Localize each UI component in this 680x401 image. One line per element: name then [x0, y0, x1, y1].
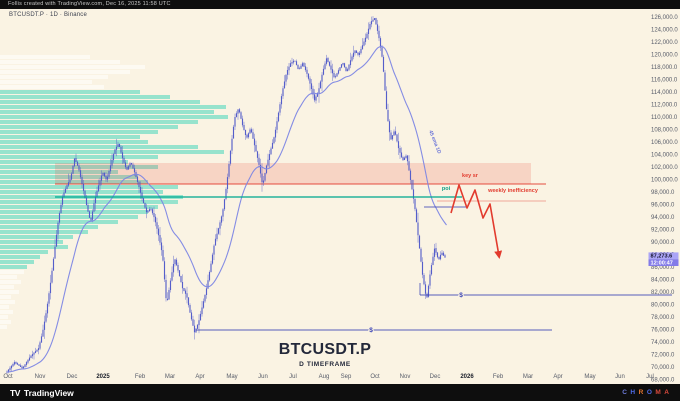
svg-text:74,000.0: 74,000.0: [651, 340, 675, 346]
svg-text:poi: poi: [442, 186, 451, 192]
price-scale[interactable]: 126,000.0 124,000.0 122,000.0 120,000.0 118,…: [651, 15, 678, 384]
svg-text:2026: 2026: [460, 374, 474, 380]
svg-text:$: $: [459, 292, 463, 299]
svg-text:Feb: Feb: [135, 374, 146, 380]
watermark-symbol-title: BTCUSDT.P: [278, 341, 372, 358]
svg-text:May: May: [584, 374, 595, 380]
watermark-letter: C: [622, 389, 628, 396]
watermark-letter: M: [655, 389, 662, 396]
svg-text:weekly inefficiency: weekly inefficiency: [487, 188, 539, 194]
svg-text:Dec: Dec: [430, 374, 441, 380]
svg-text:72,000.0: 72,000.0: [651, 353, 675, 359]
svg-text:78,000.0: 78,000.0: [651, 315, 675, 321]
svg-text:Sep: Sep: [341, 374, 352, 380]
svg-text:68,000.0: 68,000.0: [651, 378, 675, 384]
snapshot-note: Follis created with TradingView.com, Dec…: [8, 1, 171, 7]
svg-text:70,000.0: 70,000.0: [651, 365, 675, 371]
volume-profile: [0, 55, 228, 329]
svg-text:118,000.0: 118,000.0: [651, 65, 678, 71]
svg-text:80,000.0: 80,000.0: [651, 303, 675, 309]
tradingview-brand-name: TradingView: [23, 387, 74, 398]
svg-text:120,000.0: 120,000.0: [651, 53, 678, 59]
svg-text:110,000.0: 110,000.0: [651, 115, 678, 121]
svg-text:Dec: Dec: [67, 374, 78, 380]
svg-text:Oct: Oct: [3, 374, 13, 380]
svg-text:98,000.0: 98,000.0: [651, 190, 675, 196]
watermark-letter: O: [646, 389, 653, 396]
symbol-legend[interactable]: BTCUSDT.P · 1D · Binance: [9, 12, 88, 18]
svg-text:Apr: Apr: [553, 374, 562, 380]
watermark-letter: A: [664, 389, 670, 396]
svg-text:108,000.0: 108,000.0: [651, 128, 678, 134]
svg-text:Jul: Jul: [289, 374, 297, 380]
svg-text:102,000.0: 102,000.0: [651, 165, 678, 171]
watermark-timeframe: D TIMEFRAME: [299, 361, 351, 368]
svg-text:May: May: [226, 374, 237, 380]
svg-text:Apr: Apr: [195, 374, 204, 380]
svg-text:Jun: Jun: [615, 374, 625, 380]
svg-text:2025: 2025: [96, 374, 110, 380]
svg-text:87,273.6: 87,273.6: [651, 254, 673, 260]
svg-text:Oct: Oct: [370, 374, 380, 380]
svg-text:90,000.0: 90,000.0: [651, 240, 675, 246]
svg-text:104,000.0: 104,000.0: [651, 153, 678, 159]
svg-text:Mar: Mar: [523, 374, 533, 380]
svg-text:Jun: Jun: [258, 374, 268, 380]
svg-text:122,000.0: 122,000.0: [651, 40, 678, 46]
svg-text:Nov: Nov: [35, 374, 46, 380]
svg-text:126,000.0: 126,000.0: [651, 15, 678, 21]
svg-text:124,000.0: 124,000.0: [651, 28, 678, 34]
watermark-letter: H: [630, 389, 637, 396]
svg-text:92,000.0: 92,000.0: [651, 228, 675, 234]
svg-text:86,000.0: 86,000.0: [651, 265, 675, 271]
svg-text:key sr: key sr: [462, 173, 479, 179]
watermark-letter: R: [638, 389, 645, 396]
svg-text:Feb: Feb: [493, 374, 504, 380]
svg-text:112,000.0: 112,000.0: [651, 103, 678, 109]
svg-text:Jul: Jul: [646, 374, 654, 380]
svg-text:116,000.0: 116,000.0: [651, 78, 678, 84]
svg-text:12:00:47: 12:00:47: [651, 260, 673, 266]
ema-line: [7, 45, 447, 373]
svg-text:45 ema 1D: 45 ema 1D: [427, 130, 442, 156]
tradingview-logo-icon: TV: [10, 387, 20, 398]
snapshot-header-bar: Follis created with TradingView.com, Dec…: [0, 0, 680, 9]
svg-text:Nov: Nov: [400, 374, 411, 380]
projection-arrow[interactable]: [450, 184, 503, 259]
time-scale[interactable]: Oct Nov Dec 2025 Feb Mar Apr May Jun Jul Aug Sep Oct…: [3, 374, 654, 380]
svg-text:Aug: Aug: [319, 374, 330, 380]
svg-text:106,000.0: 106,000.0: [651, 140, 678, 146]
svg-text:Mar: Mar: [165, 374, 175, 380]
svg-text:94,000.0: 94,000.0: [651, 215, 675, 221]
svg-text:96,000.0: 96,000.0: [651, 203, 675, 209]
svg-text:76,000.0: 76,000.0: [651, 328, 675, 334]
svg-text:$: $: [369, 327, 373, 334]
level-lines[interactable]: $$: [55, 196, 672, 335]
svg-text:114,000.0: 114,000.0: [651, 90, 678, 96]
svg-text:82,000.0: 82,000.0: [651, 290, 675, 296]
tradingview-brand[interactable]: TV TradingView: [10, 388, 74, 398]
svg-text:84,000.0: 84,000.0: [651, 278, 675, 284]
svg-text:100,000.0: 100,000.0: [651, 178, 678, 184]
last-price-badge: 87,273.612:00:47: [648, 252, 679, 266]
supply-zone[interactable]: [55, 163, 546, 202]
